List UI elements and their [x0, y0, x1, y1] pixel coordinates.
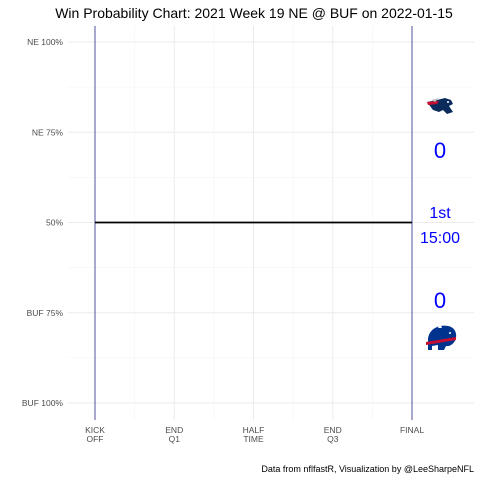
x-tick-label: END Q3 [324, 425, 342, 444]
y-axis-tick-labels: NE 100% NE 75% 50% BUF 75% BUF 100% [22, 37, 64, 408]
x-tick-label-line: Q3 [327, 434, 339, 444]
x-tick-label: FINAL [400, 425, 424, 435]
x-tick-label-line: OFF [87, 434, 104, 444]
x-tick-label: KICK OFF [85, 425, 105, 444]
away-team-score: 0 [434, 138, 446, 163]
x-tick-label: END Q1 [165, 425, 183, 444]
y-tick-label: BUF 75% [27, 308, 64, 318]
x-tick-label: HALF TIME [243, 425, 265, 444]
game-clock: 15:00 [420, 230, 460, 247]
y-tick-label: BUF 100% [22, 398, 64, 408]
x-tick-label-line: TIME [243, 434, 264, 444]
chart-title: Win Probability Chart: 2021 Week 19 NE @… [55, 5, 453, 21]
x-tick-label-line: KICK [85, 425, 105, 435]
x-tick-label-line: Q1 [169, 434, 181, 444]
chart-caption: Data from nflfastR, Visualization by @Le… [261, 464, 474, 474]
x-tick-label-line: FINAL [400, 425, 424, 435]
patriots-logo-icon [427, 98, 453, 114]
home-team-score: 0 [434, 288, 446, 313]
quarter-label: 1st [429, 205, 451, 222]
y-tick-label: NE 100% [27, 37, 63, 47]
x-tick-label-line: END [165, 425, 183, 435]
bills-logo-icon [426, 323, 457, 350]
y-tick-label: 50% [46, 218, 63, 228]
x-tick-label-line: HALF [243, 425, 265, 435]
y-tick-label: NE 75% [32, 127, 64, 137]
x-tick-label-line: END [324, 425, 342, 435]
